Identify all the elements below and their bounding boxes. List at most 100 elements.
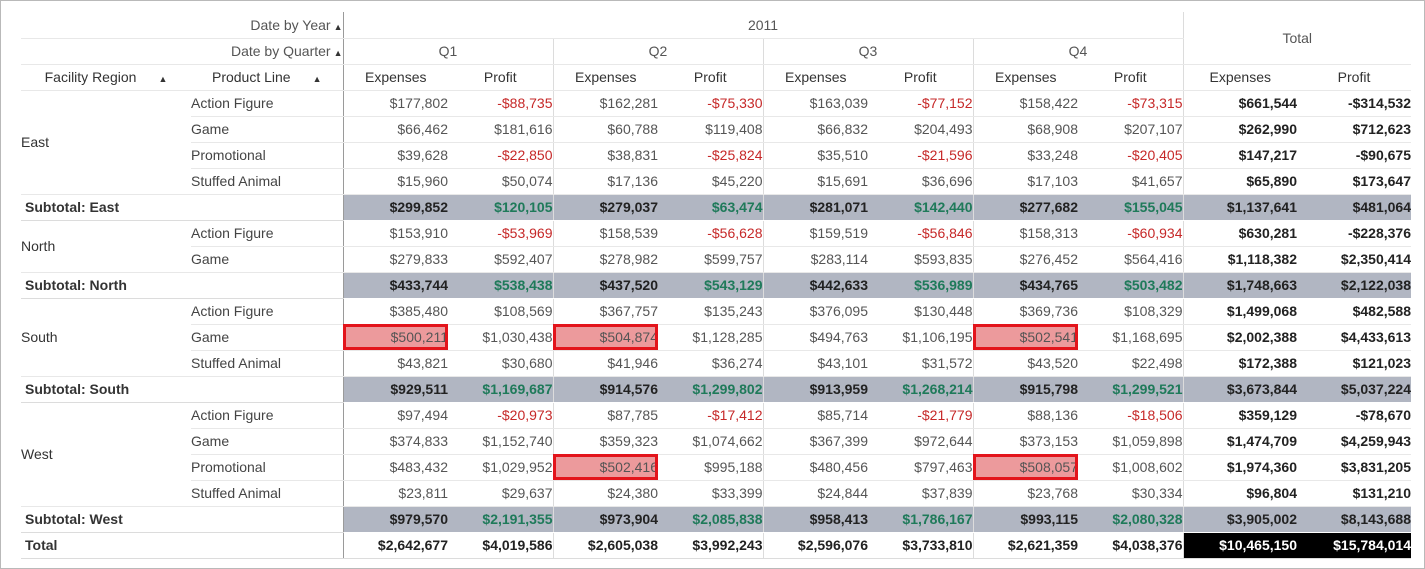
subtotal-profit-cell[interactable]: $8,143,688	[1297, 506, 1411, 533]
date-by-year-header[interactable]: Date by Year ▲	[21, 12, 344, 39]
expenses-cell[interactable]: $359,323	[552, 428, 658, 455]
profit-cell[interactable]: $108,569	[448, 298, 553, 325]
profit-cell[interactable]: $29,637	[448, 480, 553, 507]
subtotal-profit-cell[interactable]: $142,440	[868, 194, 973, 221]
expenses-cell[interactable]: $279,833	[342, 246, 448, 273]
subtotal-expenses-cell[interactable]: $442,633	[762, 272, 868, 299]
profit-cell[interactable]: $204,493	[868, 116, 973, 143]
expenses-cell[interactable]: $159,519	[762, 220, 868, 247]
sort-ascending-icon[interactable]: ▲	[158, 74, 168, 84]
subtotal-expenses-cell[interactable]: $929,511	[342, 376, 448, 403]
expenses-cell[interactable]: $17,136	[552, 168, 658, 195]
profit-cell[interactable]: -$73,315	[1078, 90, 1183, 117]
profit-cell[interactable]: $36,696	[868, 168, 973, 195]
expenses-cell[interactable]: $23,768	[972, 480, 1078, 507]
expenses-cell[interactable]: $23,811	[342, 480, 448, 507]
facility-region-header[interactable]: Facility Region ▲	[21, 64, 191, 91]
profit-cell[interactable]: $3,831,205	[1297, 454, 1411, 481]
profit-cell[interactable]: $1,168,695	[1078, 324, 1183, 351]
profit-cell[interactable]: $33,399	[658, 480, 763, 507]
subtotal-expenses-cell[interactable]: $281,071	[762, 194, 868, 221]
subtotal-profit-cell[interactable]: $1,268,214	[868, 376, 973, 403]
expenses-cell[interactable]: $68,908	[972, 116, 1078, 143]
subtotal-expenses-cell[interactable]: $973,904	[552, 506, 658, 533]
grand-total-profit-cell[interactable]: $4,038,376	[1078, 532, 1183, 559]
expenses-cell[interactable]: $39,628	[342, 142, 448, 169]
profit-cell[interactable]: -$17,412	[658, 402, 763, 429]
expenses-cell[interactable]: $630,281	[1182, 220, 1297, 247]
expenses-cell[interactable]: $158,539	[552, 220, 658, 247]
expenses-cell[interactable]: $43,821	[342, 350, 448, 377]
profit-cell[interactable]: $1,074,662	[658, 428, 763, 455]
sort-ascending-icon[interactable]: ▲	[312, 74, 322, 84]
profit-cell[interactable]: -$21,596	[868, 142, 973, 169]
expenses-cell[interactable]: $480,456	[762, 454, 868, 481]
subtotal-expenses-cell[interactable]: $914,576	[552, 376, 658, 403]
sort-ascending-icon[interactable]: ▲	[333, 48, 343, 58]
grand-total-expenses-cell[interactable]: $2,621,359	[972, 532, 1078, 559]
grand-total-expenses-cell[interactable]: $10,465,150	[1182, 532, 1297, 559]
subtotal-expenses-cell[interactable]: $1,137,641	[1182, 194, 1297, 221]
profit-cell[interactable]: $593,835	[868, 246, 973, 273]
expenses-cell[interactable]: $96,804	[1182, 480, 1297, 507]
expenses-cell[interactable]: $158,313	[972, 220, 1078, 247]
profit-cell[interactable]: $599,757	[658, 246, 763, 273]
profit-cell[interactable]: $1,030,438	[448, 324, 553, 351]
expenses-cell[interactable]: $502,416	[552, 454, 658, 481]
subtotal-profit-cell[interactable]: $2,085,838	[658, 506, 763, 533]
subtotal-profit-cell[interactable]: $2,122,038	[1297, 272, 1411, 299]
profit-cell[interactable]: -$22,850	[448, 142, 553, 169]
expenses-cell[interactable]: $33,248	[972, 142, 1078, 169]
subtotal-expenses-cell[interactable]: $433,744	[342, 272, 448, 299]
subtotal-profit-cell[interactable]: $1,299,802	[658, 376, 763, 403]
profit-cell[interactable]: $1,152,740	[448, 428, 553, 455]
profit-cell[interactable]: -$77,152	[868, 90, 973, 117]
expenses-cell[interactable]: $483,432	[342, 454, 448, 481]
profit-cell[interactable]: -$20,405	[1078, 142, 1183, 169]
profit-cell[interactable]: -$53,969	[448, 220, 553, 247]
expenses-cell[interactable]: $373,153	[972, 428, 1078, 455]
expenses-cell[interactable]: $502,541	[972, 324, 1078, 351]
profit-cell[interactable]: -$78,670	[1297, 402, 1411, 429]
expenses-cell[interactable]: $367,399	[762, 428, 868, 455]
profit-cell[interactable]: $130,448	[868, 298, 973, 325]
profit-cell[interactable]: $712,623	[1297, 116, 1411, 143]
expenses-cell[interactable]: $65,890	[1182, 168, 1297, 195]
expenses-cell[interactable]: $17,103	[972, 168, 1078, 195]
expenses-cell[interactable]: $24,380	[552, 480, 658, 507]
expenses-cell[interactable]: $88,136	[972, 402, 1078, 429]
subtotal-expenses-cell[interactable]: $277,682	[972, 194, 1078, 221]
profit-cell[interactable]: $36,274	[658, 350, 763, 377]
subtotal-profit-cell[interactable]: $155,045	[1078, 194, 1183, 221]
expenses-cell[interactable]: $508,057	[972, 454, 1078, 481]
profit-cell[interactable]: -$60,934	[1078, 220, 1183, 247]
expenses-cell[interactable]: $24,844	[762, 480, 868, 507]
profit-cell[interactable]: $1,106,195	[868, 324, 973, 351]
expenses-cell[interactable]: $85,714	[762, 402, 868, 429]
profit-cell[interactable]: $45,220	[658, 168, 763, 195]
expenses-cell[interactable]: $504,874	[552, 324, 658, 351]
expenses-cell[interactable]: $147,217	[1182, 142, 1297, 169]
profit-cell[interactable]: $131,210	[1297, 480, 1411, 507]
grand-total-profit-cell[interactable]: $3,733,810	[868, 532, 973, 559]
expenses-cell[interactable]: $494,763	[762, 324, 868, 351]
profit-cell[interactable]: $181,616	[448, 116, 553, 143]
subtotal-expenses-cell[interactable]: $3,905,002	[1182, 506, 1297, 533]
profit-cell[interactable]: $1,029,952	[448, 454, 553, 481]
profit-cell[interactable]: $1,128,285	[658, 324, 763, 351]
profit-cell[interactable]: $30,680	[448, 350, 553, 377]
subtotal-profit-cell[interactable]: $1,299,521	[1078, 376, 1183, 403]
product-line-header[interactable]: Product Line ▲	[191, 64, 344, 91]
profit-cell[interactable]: $207,107	[1078, 116, 1183, 143]
expenses-cell[interactable]: $163,039	[762, 90, 868, 117]
profit-cell[interactable]: -$21,779	[868, 402, 973, 429]
sort-ascending-icon[interactable]: ▲	[333, 21, 343, 32]
grand-total-profit-cell[interactable]: $3,992,243	[658, 532, 763, 559]
profit-cell[interactable]: -$228,376	[1297, 220, 1411, 247]
expenses-cell[interactable]: $1,499,068	[1182, 298, 1297, 325]
expenses-cell[interactable]: $38,831	[552, 142, 658, 169]
profit-cell[interactable]: $135,243	[658, 298, 763, 325]
subtotal-profit-cell[interactable]: $1,786,167	[868, 506, 973, 533]
expenses-cell[interactable]: $369,736	[972, 298, 1078, 325]
expenses-cell[interactable]: $35,510	[762, 142, 868, 169]
